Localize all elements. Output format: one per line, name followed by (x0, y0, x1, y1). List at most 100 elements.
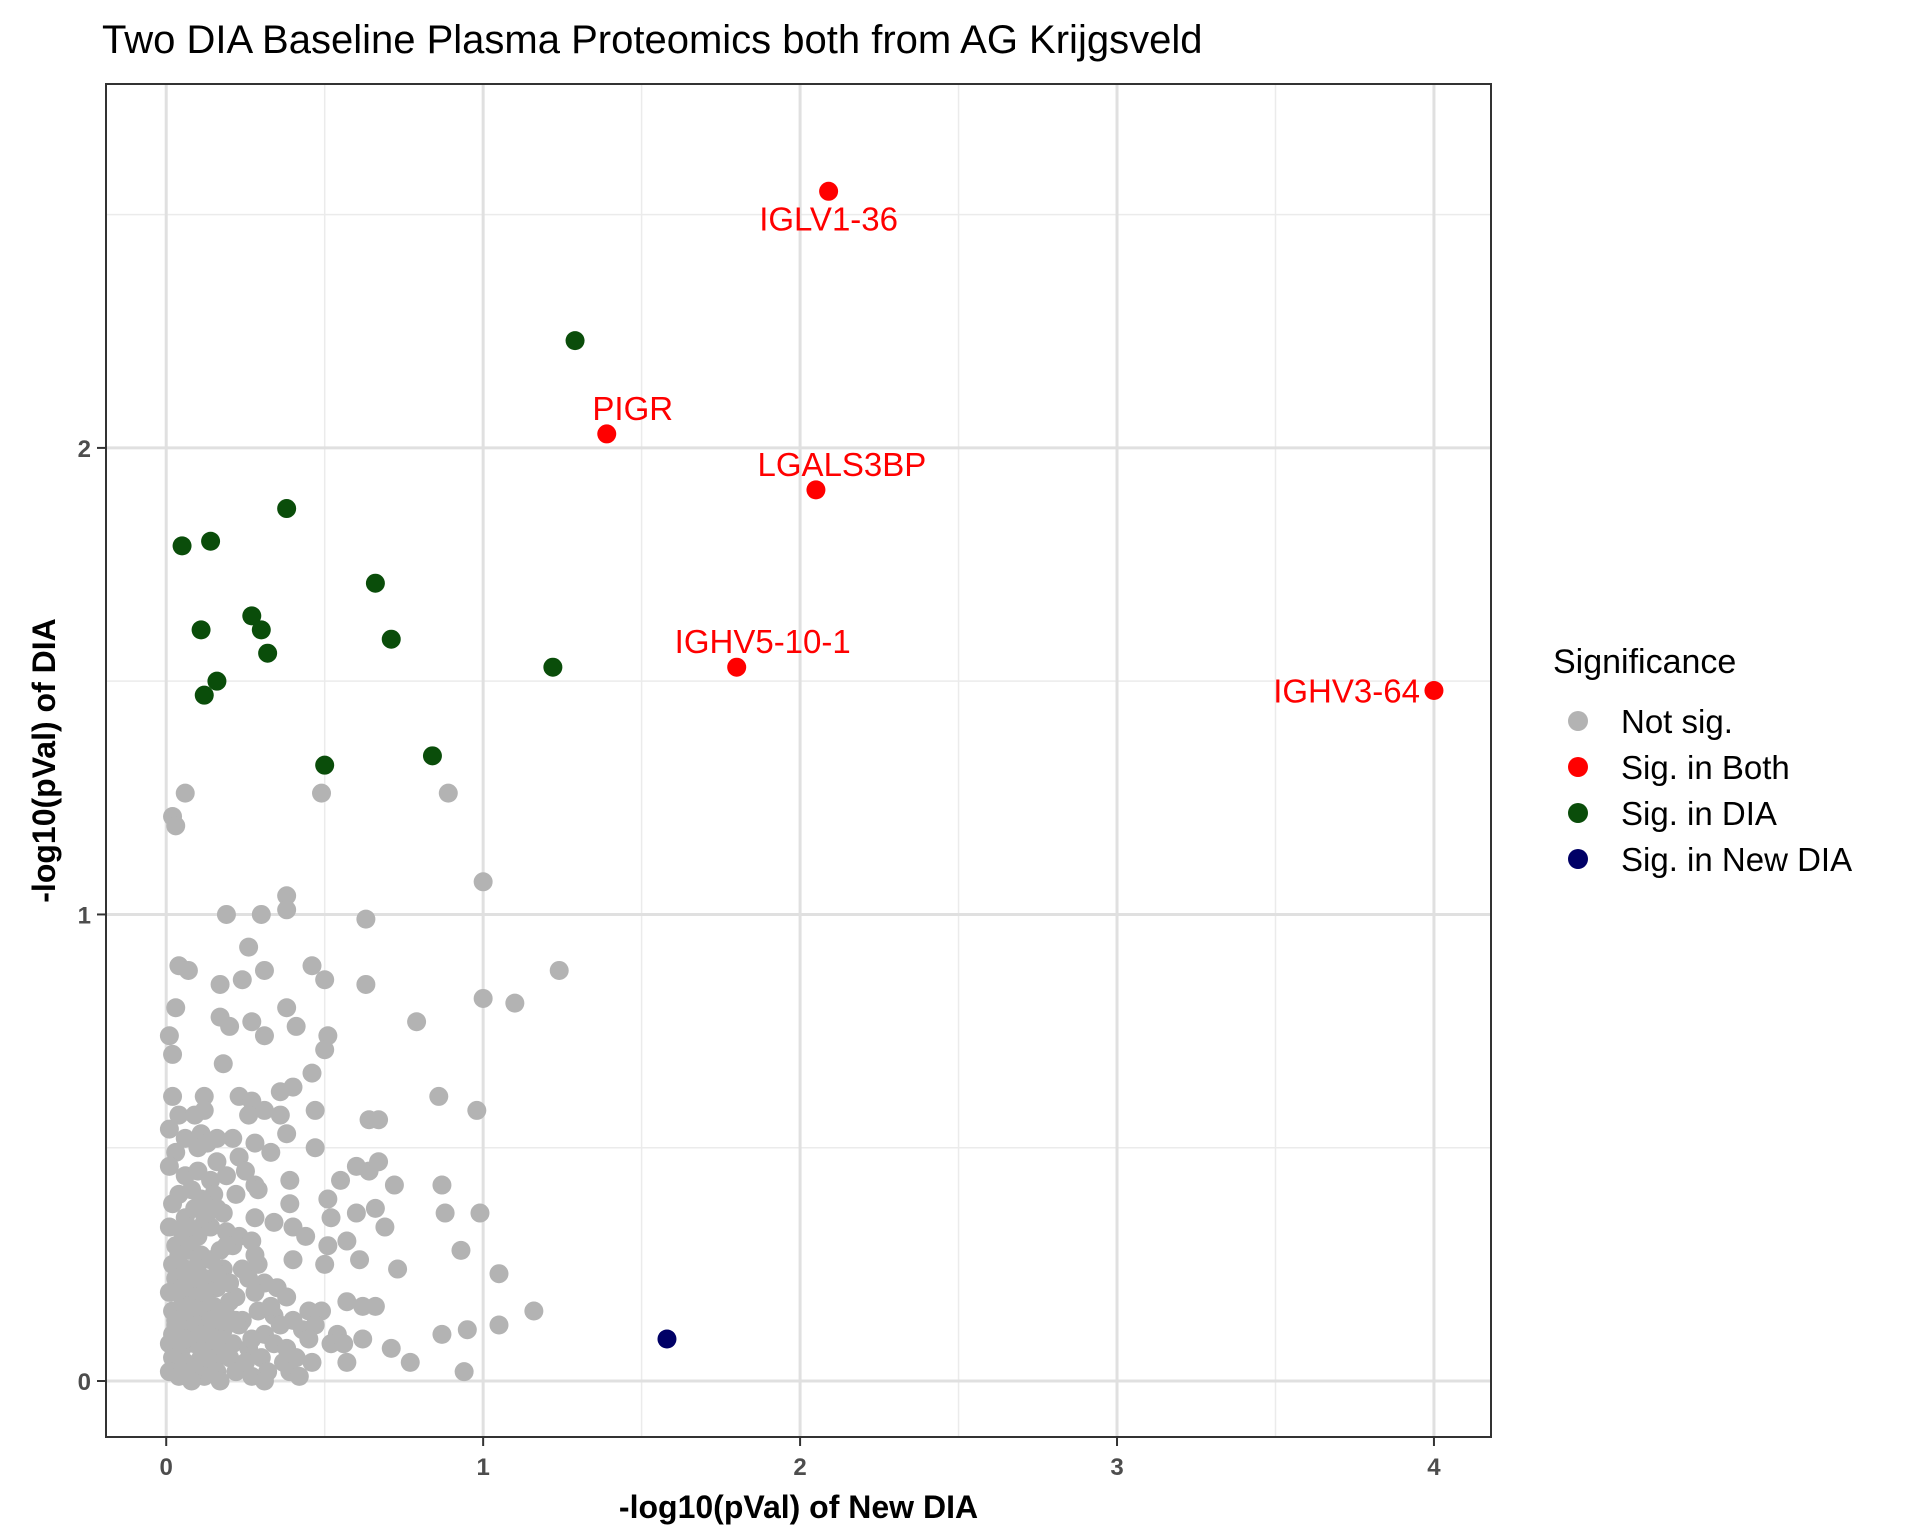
data-point-not-sig (302, 1352, 322, 1372)
data-point-not-sig (467, 1100, 487, 1120)
plot-points (159, 181, 1444, 1391)
data-point-not-sig (289, 1366, 309, 1386)
data-point-sig-in-both (1424, 681, 1444, 701)
data-point-not-sig (207, 1152, 227, 1172)
data-point-not-sig (245, 1208, 265, 1228)
data-point-not-sig (182, 1371, 202, 1391)
data-point-not-sig (264, 1212, 284, 1232)
data-point-not-sig (207, 1264, 227, 1284)
data-point-not-sig (400, 1352, 420, 1372)
data-point-not-sig (159, 1156, 179, 1176)
point-label: IGHV3-64 (1273, 673, 1420, 710)
data-point-not-sig (163, 1086, 183, 1106)
data-point-not-sig (505, 993, 525, 1013)
y-tick-label: 2 (78, 436, 91, 463)
legend-key (1568, 803, 1588, 823)
data-point-not-sig (346, 1203, 366, 1223)
data-point-not-sig (210, 1371, 230, 1391)
data-point-not-sig (407, 1012, 427, 1032)
data-point-not-sig (232, 970, 252, 990)
data-point-sig-in-dia (277, 499, 297, 519)
x-tick-label: 1 (476, 1454, 489, 1481)
x-tick-label: 4 (1427, 1454, 1441, 1481)
data-point-sig-in-dia (565, 331, 585, 351)
data-point-not-sig (369, 1152, 389, 1172)
x-axis-title: -log10(pVal) of New DIA (619, 1489, 978, 1525)
data-point-not-sig (261, 1142, 281, 1162)
data-point-not-sig (232, 1259, 252, 1279)
data-point-not-sig (331, 1170, 351, 1190)
point-label: PIGR (592, 390, 673, 427)
data-point-sig-in-dia (422, 746, 442, 766)
data-point-not-sig (261, 1296, 281, 1316)
data-point-not-sig (270, 1315, 290, 1335)
data-point-not-sig (315, 970, 335, 990)
data-point-not-sig (470, 1203, 490, 1223)
x-tick-label: 0 (160, 1454, 173, 1481)
legend-key (1568, 757, 1588, 777)
data-point-not-sig (251, 904, 271, 924)
data-point-not-sig (235, 1161, 255, 1181)
data-point-not-sig (305, 1100, 325, 1120)
data-point-not-sig (365, 1198, 385, 1218)
data-point-not-sig (194, 1086, 214, 1106)
data-point-not-sig (277, 900, 297, 920)
data-point-not-sig (197, 1348, 217, 1368)
data-point-not-sig (283, 1077, 303, 1097)
data-point-not-sig (163, 1194, 183, 1214)
data-point-sig-in-dia (258, 643, 278, 663)
y-tick-label: 1 (78, 902, 91, 929)
data-point-sig-in-dia (172, 536, 192, 556)
data-point-not-sig (191, 1189, 211, 1209)
legend: Significance Not sig. Sig. in Both Sig. in… (1553, 643, 1852, 878)
data-point-not-sig (473, 988, 493, 1008)
data-point-sig-in-dia (201, 531, 221, 551)
data-point-not-sig (194, 1100, 214, 1120)
data-point-not-sig (369, 1110, 389, 1130)
plot-panel-border (105, 83, 1492, 1438)
data-point-not-sig (384, 1175, 404, 1195)
data-point-not-sig (454, 1362, 474, 1382)
data-point-sig-in-dia (251, 620, 271, 640)
data-point-not-sig (489, 1315, 509, 1335)
legend-title: Significance (1553, 643, 1736, 681)
data-point-not-sig (163, 1324, 183, 1344)
data-point-not-sig (277, 886, 297, 906)
data-point-not-sig (163, 1044, 183, 1064)
data-point-not-sig (254, 960, 274, 980)
data-point-not-sig (451, 1240, 471, 1260)
data-point-sig-in-dia (194, 685, 214, 705)
axis-ticks: 0 1 2 3 4 0 1 2 (78, 436, 1442, 1481)
data-point-not-sig (245, 1245, 265, 1265)
data-point-not-sig (280, 1194, 300, 1214)
data-point-not-sig (524, 1301, 544, 1321)
data-point-sig-in-both (806, 480, 826, 500)
data-point-not-sig (318, 1189, 338, 1209)
data-point-not-sig (245, 1282, 265, 1302)
x-tick-label: 3 (1110, 1454, 1123, 1481)
data-point-not-sig (489, 1264, 509, 1284)
point-label: LGALS3BP (758, 446, 927, 483)
data-point-not-sig (223, 1128, 243, 1148)
data-point-not-sig (375, 1217, 395, 1237)
data-point-not-sig (220, 1292, 240, 1312)
legend-label: Sig. in New DIA (1621, 841, 1852, 878)
data-point-not-sig (213, 1343, 233, 1363)
legend-key (1568, 849, 1588, 869)
data-point-not-sig (318, 1236, 338, 1256)
data-point-sig-in-new-dia (657, 1329, 677, 1349)
data-point-sig-in-both (727, 657, 747, 677)
data-point-not-sig (277, 1287, 297, 1307)
data-point-not-sig (302, 956, 322, 976)
data-point-not-sig (381, 1338, 401, 1358)
data-point-sig-in-both (819, 181, 839, 201)
data-point-not-sig (315, 1040, 335, 1060)
data-point-not-sig (201, 1310, 221, 1330)
data-point-not-sig (356, 974, 376, 994)
data-point-not-sig (216, 1166, 236, 1186)
data-point-not-sig (248, 1180, 268, 1200)
data-point-not-sig (432, 1175, 452, 1195)
data-point-not-sig (166, 816, 186, 836)
data-point-not-sig (210, 974, 230, 994)
legend-label: Sig. in Both (1621, 749, 1790, 786)
